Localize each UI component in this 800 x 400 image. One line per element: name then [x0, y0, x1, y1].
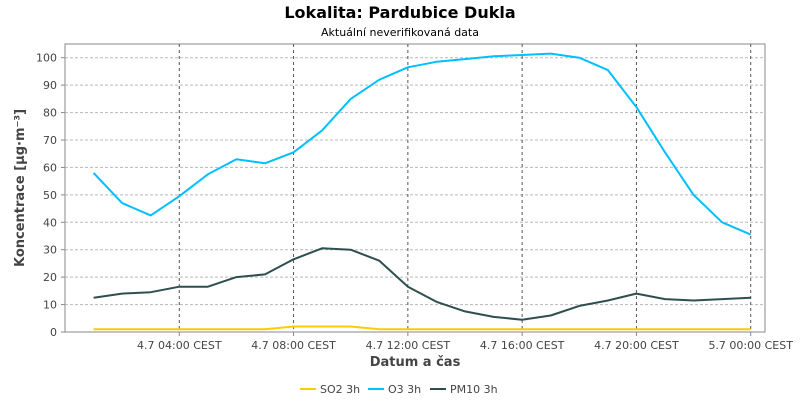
legend-item-o3: O3 3h [368, 383, 421, 396]
y-axis-title: Koncentrace [µg·m⁻³] [13, 109, 28, 267]
x-gridlines [178, 44, 752, 332]
x-tick-label: 4.7 16:00 CEST [480, 339, 565, 352]
y-tick-label: 30 [43, 244, 57, 257]
y-tick-label: 20 [43, 271, 57, 284]
x-axis-ticks: 4.7 04:00 CEST 4.7 08:00 CEST 4.7 12:00 CE… [137, 332, 793, 352]
legend-item-so2: SO2 3h [300, 383, 360, 396]
series-line-so2 [93, 325, 751, 331]
y-tick-label: 0 [50, 326, 57, 339]
legend-label: O3 3h [388, 383, 421, 396]
series-line-o3 [92, 52, 752, 236]
x-tick-label: 4.7 12:00 CEST [366, 339, 451, 352]
y-gridlines [65, 57, 765, 306]
y-tick-label: 90 [43, 79, 57, 92]
y-tick-label: 70 [43, 134, 57, 147]
x-tick-label: 5.7 00:00 CEST [708, 339, 793, 352]
legend: SO2 3h O3 3h PM10 3h [300, 383, 498, 396]
plot-area [64, 43, 766, 333]
chart-subtitle: Aktuální neverifikovaná data [321, 26, 479, 39]
x-axis-title: Datum a čas [370, 355, 461, 370]
y-tick-label: 60 [43, 161, 57, 174]
y-tick-label: 10 [43, 299, 57, 312]
series-layer [92, 52, 752, 331]
x-tick-label: 4.7 20:00 CEST [594, 339, 679, 352]
legend-item-pm10: PM10 3h [430, 383, 498, 396]
chart-title: Lokalita: Pardubice Dukla [284, 3, 515, 22]
legend-label: PM10 3h [450, 383, 498, 396]
y-tick-label: 50 [43, 189, 57, 202]
y-axis-ticks: 0 10 20 30 40 50 60 70 80 90 100 [36, 52, 65, 339]
y-tick-label: 80 [43, 107, 57, 120]
y-tick-label: 100 [36, 52, 57, 65]
x-tick-label: 4.7 04:00 CEST [137, 339, 222, 352]
series-line-pm10 [93, 247, 751, 321]
legend-label: SO2 3h [320, 383, 360, 396]
x-tick-label: 4.7 08:00 CEST [251, 339, 336, 352]
y-tick-label: 40 [43, 216, 57, 229]
